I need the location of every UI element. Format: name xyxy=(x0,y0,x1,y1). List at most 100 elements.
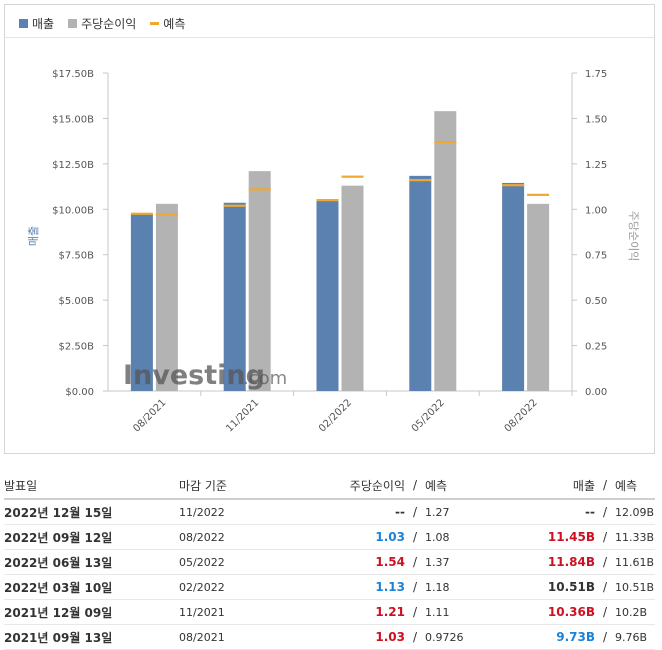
row-revenue: 11.45B xyxy=(547,530,595,544)
chart-plot: $0.00 0.00 $2.50B 0.25 $5.00B 0.50 $7.50B 0.75 $… xyxy=(27,69,640,434)
table-row: 2022년 09월 12일 08/2022 1.03 / 1.08 11.45B / 11.3… xyxy=(4,525,655,550)
y-axis-title: 매출 xyxy=(27,226,40,246)
eps-bar xyxy=(155,203,178,391)
revenue-bar xyxy=(409,175,432,391)
row-slash: / xyxy=(412,505,418,519)
legend-revenue[interactable]: 매출 xyxy=(19,15,54,32)
row-eps: 1.03 xyxy=(375,530,405,544)
row-period: 08/2022 xyxy=(179,530,225,544)
legend-revenue-label: 매출 xyxy=(32,16,55,31)
row-date: 2022년 09월 12일 xyxy=(4,530,113,545)
eps-bar xyxy=(434,111,457,391)
legend-divider xyxy=(5,37,654,38)
row-slash: / xyxy=(602,630,608,644)
row-slash: / xyxy=(602,530,608,544)
row-slash: / xyxy=(602,605,608,619)
y-tick-label: $12.50B xyxy=(52,160,94,171)
row-slash: / xyxy=(412,630,418,644)
header-date[interactable]: 발표일 xyxy=(4,478,38,493)
legend-forecast[interactable]: 예측 xyxy=(150,15,185,32)
eps-forecast-mark xyxy=(434,141,457,144)
row-eps: -- xyxy=(395,505,405,519)
watermark-suffix: .com xyxy=(243,368,287,389)
header-revenue[interactable]: 매출 xyxy=(572,478,595,493)
row-slash: / xyxy=(412,530,418,544)
legend-eps-swatch xyxy=(68,18,78,28)
y2-tick-label: 1.25 xyxy=(585,160,607,171)
row-eps-forecast: 1.08 xyxy=(425,530,450,544)
y-tick-label: $17.50B xyxy=(52,69,94,80)
row-revenue-forecast: 10.2B xyxy=(615,605,648,619)
x-tick-label: 11/2021 xyxy=(224,397,261,434)
row-period: 08/2021 xyxy=(179,630,225,644)
legend-forecast-swatch xyxy=(150,21,160,25)
row-slash: / xyxy=(602,505,608,519)
y-tick-label: $7.50B xyxy=(59,251,95,262)
revenue-forecast-mark xyxy=(316,199,339,202)
earnings-table: 발표일 마감 기준 주당순이익 / 예측 매출 / 예측 2022년 12월 1… xyxy=(4,472,655,650)
row-eps: 1.54 xyxy=(375,555,405,569)
header-eps-forecast[interactable]: 예측 xyxy=(425,478,448,493)
legend-eps-label: 주당순이익 xyxy=(81,16,137,31)
row-eps-forecast: 1.27 xyxy=(425,505,450,519)
revenue-bar xyxy=(223,202,246,391)
eps-bar xyxy=(341,185,364,391)
row-date: 2022년 06월 13일 xyxy=(4,555,113,570)
x-tick-label: 08/2021 xyxy=(131,397,168,434)
row-date: 2022년 03월 10일 xyxy=(4,580,113,595)
y2-tick-label: 0.50 xyxy=(585,296,607,307)
row-revenue: 10.36B xyxy=(547,605,595,619)
header-period[interactable]: 마감 기준 xyxy=(179,478,227,493)
row-revenue-forecast: 11.61B xyxy=(615,555,655,569)
y2-axis-title: 주당순이익 xyxy=(627,211,640,262)
table-body: 2022년 12월 15일 11/2022 --/1.27 --/12.09B 2022… xyxy=(4,500,655,650)
table-row: 2021년 09월 13일 08/2021 1.03 / 0.9726 9.73B / 9.7… xyxy=(4,625,655,650)
legend-forecast-label: 예측 xyxy=(163,16,186,31)
row-date: 2021년 12월 09일 xyxy=(4,605,113,620)
legend-revenue-swatch xyxy=(19,18,28,28)
row-revenue-forecast: 9.76B xyxy=(615,630,648,644)
row-eps-forecast: 1.37 xyxy=(425,555,450,569)
table-row: 2022년 06월 13일 05/2022 1.54 / 1.37 11.84B / 11.6… xyxy=(4,550,655,575)
eps-forecast-mark xyxy=(248,188,271,191)
table-row: 2021년 12월 09일 11/2021 1.21 / 1.11 10.36B / 10.2… xyxy=(4,600,655,625)
y-tick-label: $15.00B xyxy=(52,114,94,125)
row-eps-forecast: 0.9726 xyxy=(425,630,464,644)
eps-bar xyxy=(248,171,271,391)
y2-tick-label: 0.00 xyxy=(585,387,607,398)
table-row: 2022년 03월 10일 02/2022 1.13 / 1.18 10.51B / 10.5… xyxy=(4,575,655,600)
row-period: 11/2022 xyxy=(179,505,225,519)
x-tick-label: 08/2022 xyxy=(503,397,540,434)
y2-tick-label: 1.50 xyxy=(585,114,607,125)
header-revenue-forecast[interactable]: 예측 xyxy=(615,478,638,493)
legend-eps[interactable]: 주당순이익 xyxy=(68,15,136,32)
row-revenue: 11.84B xyxy=(547,555,595,569)
x-tick-label: 05/2022 xyxy=(410,397,447,434)
y2-tick-label: 0.75 xyxy=(585,251,607,262)
y2-tick-label: 0.25 xyxy=(585,342,607,353)
row-slash: / xyxy=(602,580,608,594)
row-revenue: 9.73B xyxy=(556,630,595,644)
row-period: 11/2021 xyxy=(179,605,225,619)
eps-forecast-mark xyxy=(527,193,550,196)
row-eps-forecast: 1.11 xyxy=(425,605,450,619)
row-revenue-forecast: 12.09B xyxy=(615,505,655,519)
row-date: 2021년 09월 13일 xyxy=(4,630,113,645)
x-tick-label: 02/2022 xyxy=(317,397,354,434)
table-header-row: 발표일 마감 기준 주당순이익 / 예측 매출 / 예측 xyxy=(4,472,655,500)
chart-legend: 매출 주당순이익 예측 xyxy=(19,15,185,31)
y-tick-label: $0.00 xyxy=(65,387,94,398)
row-slash: / xyxy=(602,555,608,569)
row-revenue: -- xyxy=(585,505,595,519)
revenue-forecast-mark xyxy=(409,179,432,182)
watermark-logo: Investing xyxy=(123,360,265,391)
revenue-forecast-mark xyxy=(130,212,153,215)
row-period: 02/2022 xyxy=(179,580,225,594)
row-eps-forecast: 1.18 xyxy=(425,580,450,594)
row-eps: 1.03 xyxy=(375,630,405,644)
revenue-forecast-mark xyxy=(502,184,525,187)
eps-bar xyxy=(527,203,550,391)
header-eps[interactable]: 주당순이익 xyxy=(349,478,405,493)
revenue-bar xyxy=(502,182,525,391)
row-eps: 1.13 xyxy=(375,580,405,594)
